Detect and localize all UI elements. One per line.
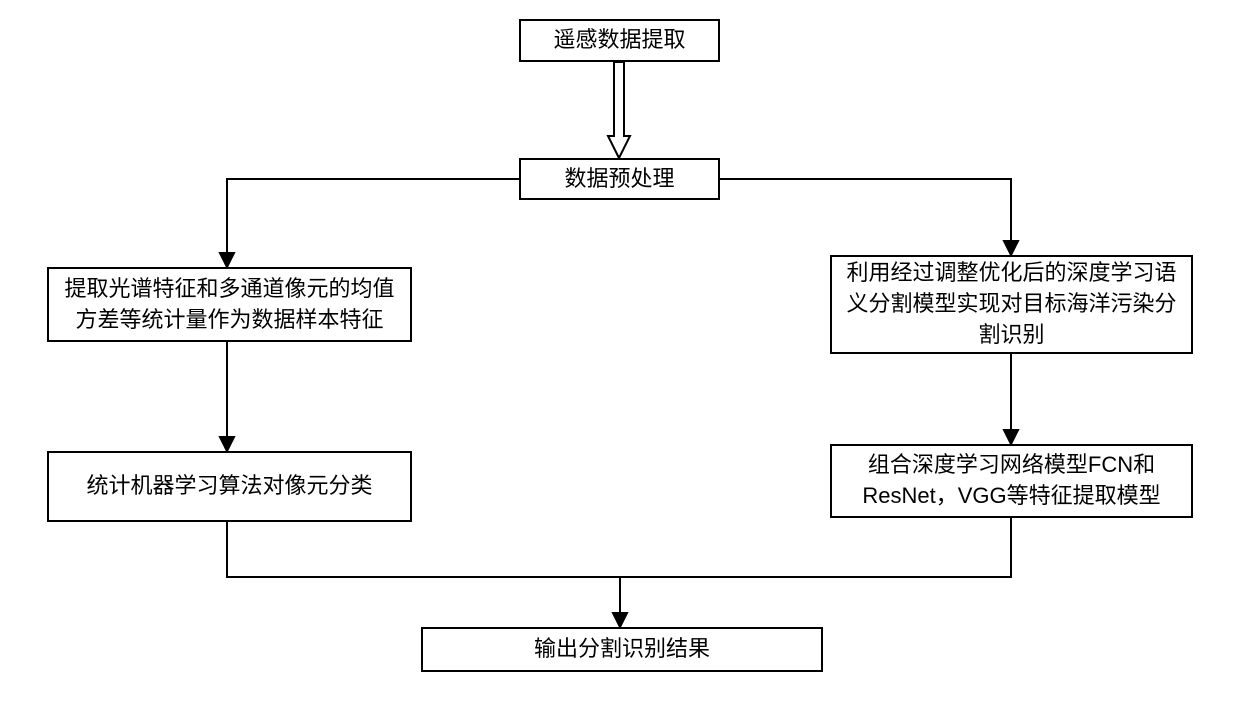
node-label: 提取光谱特征和多通道像元的均值方差等统计量作为数据样本特征 (59, 274, 400, 336)
node-ml-classification: 统计机器学习算法对像元分类 (47, 451, 412, 522)
node-label: 数据预处理 (564, 164, 674, 195)
node-preprocessing: 数据预处理 (519, 158, 720, 200)
node-label: 组合深度学习网络模型FCN和ResNet，VGG等特征提取模型 (842, 450, 1181, 512)
node-label: 利用经过调整优化后的深度学习语义分割模型实现对目标海洋污染分割识别 (842, 258, 1181, 350)
edges-layer (0, 0, 1240, 719)
flowchart-canvas: 遥感数据提取 数据预处理 提取光谱特征和多通道像元的均值方差等统计量作为数据样本… (0, 0, 1240, 719)
node-fcn-resnet-vgg: 组合深度学习网络模型FCN和ResNet，VGG等特征提取模型 (830, 444, 1193, 518)
node-deep-learning-seg: 利用经过调整优化后的深度学习语义分割模型实现对目标海洋污染分割识别 (830, 255, 1193, 354)
node-output-result: 输出分割识别结果 (421, 627, 823, 672)
node-label: 遥感数据提取 (553, 25, 685, 56)
node-spectral-features: 提取光谱特征和多通道像元的均值方差等统计量作为数据样本特征 (47, 267, 412, 342)
node-data-extraction: 遥感数据提取 (519, 19, 720, 62)
node-label: 输出分割识别结果 (534, 634, 710, 665)
node-label: 统计机器学习算法对像元分类 (86, 471, 372, 502)
